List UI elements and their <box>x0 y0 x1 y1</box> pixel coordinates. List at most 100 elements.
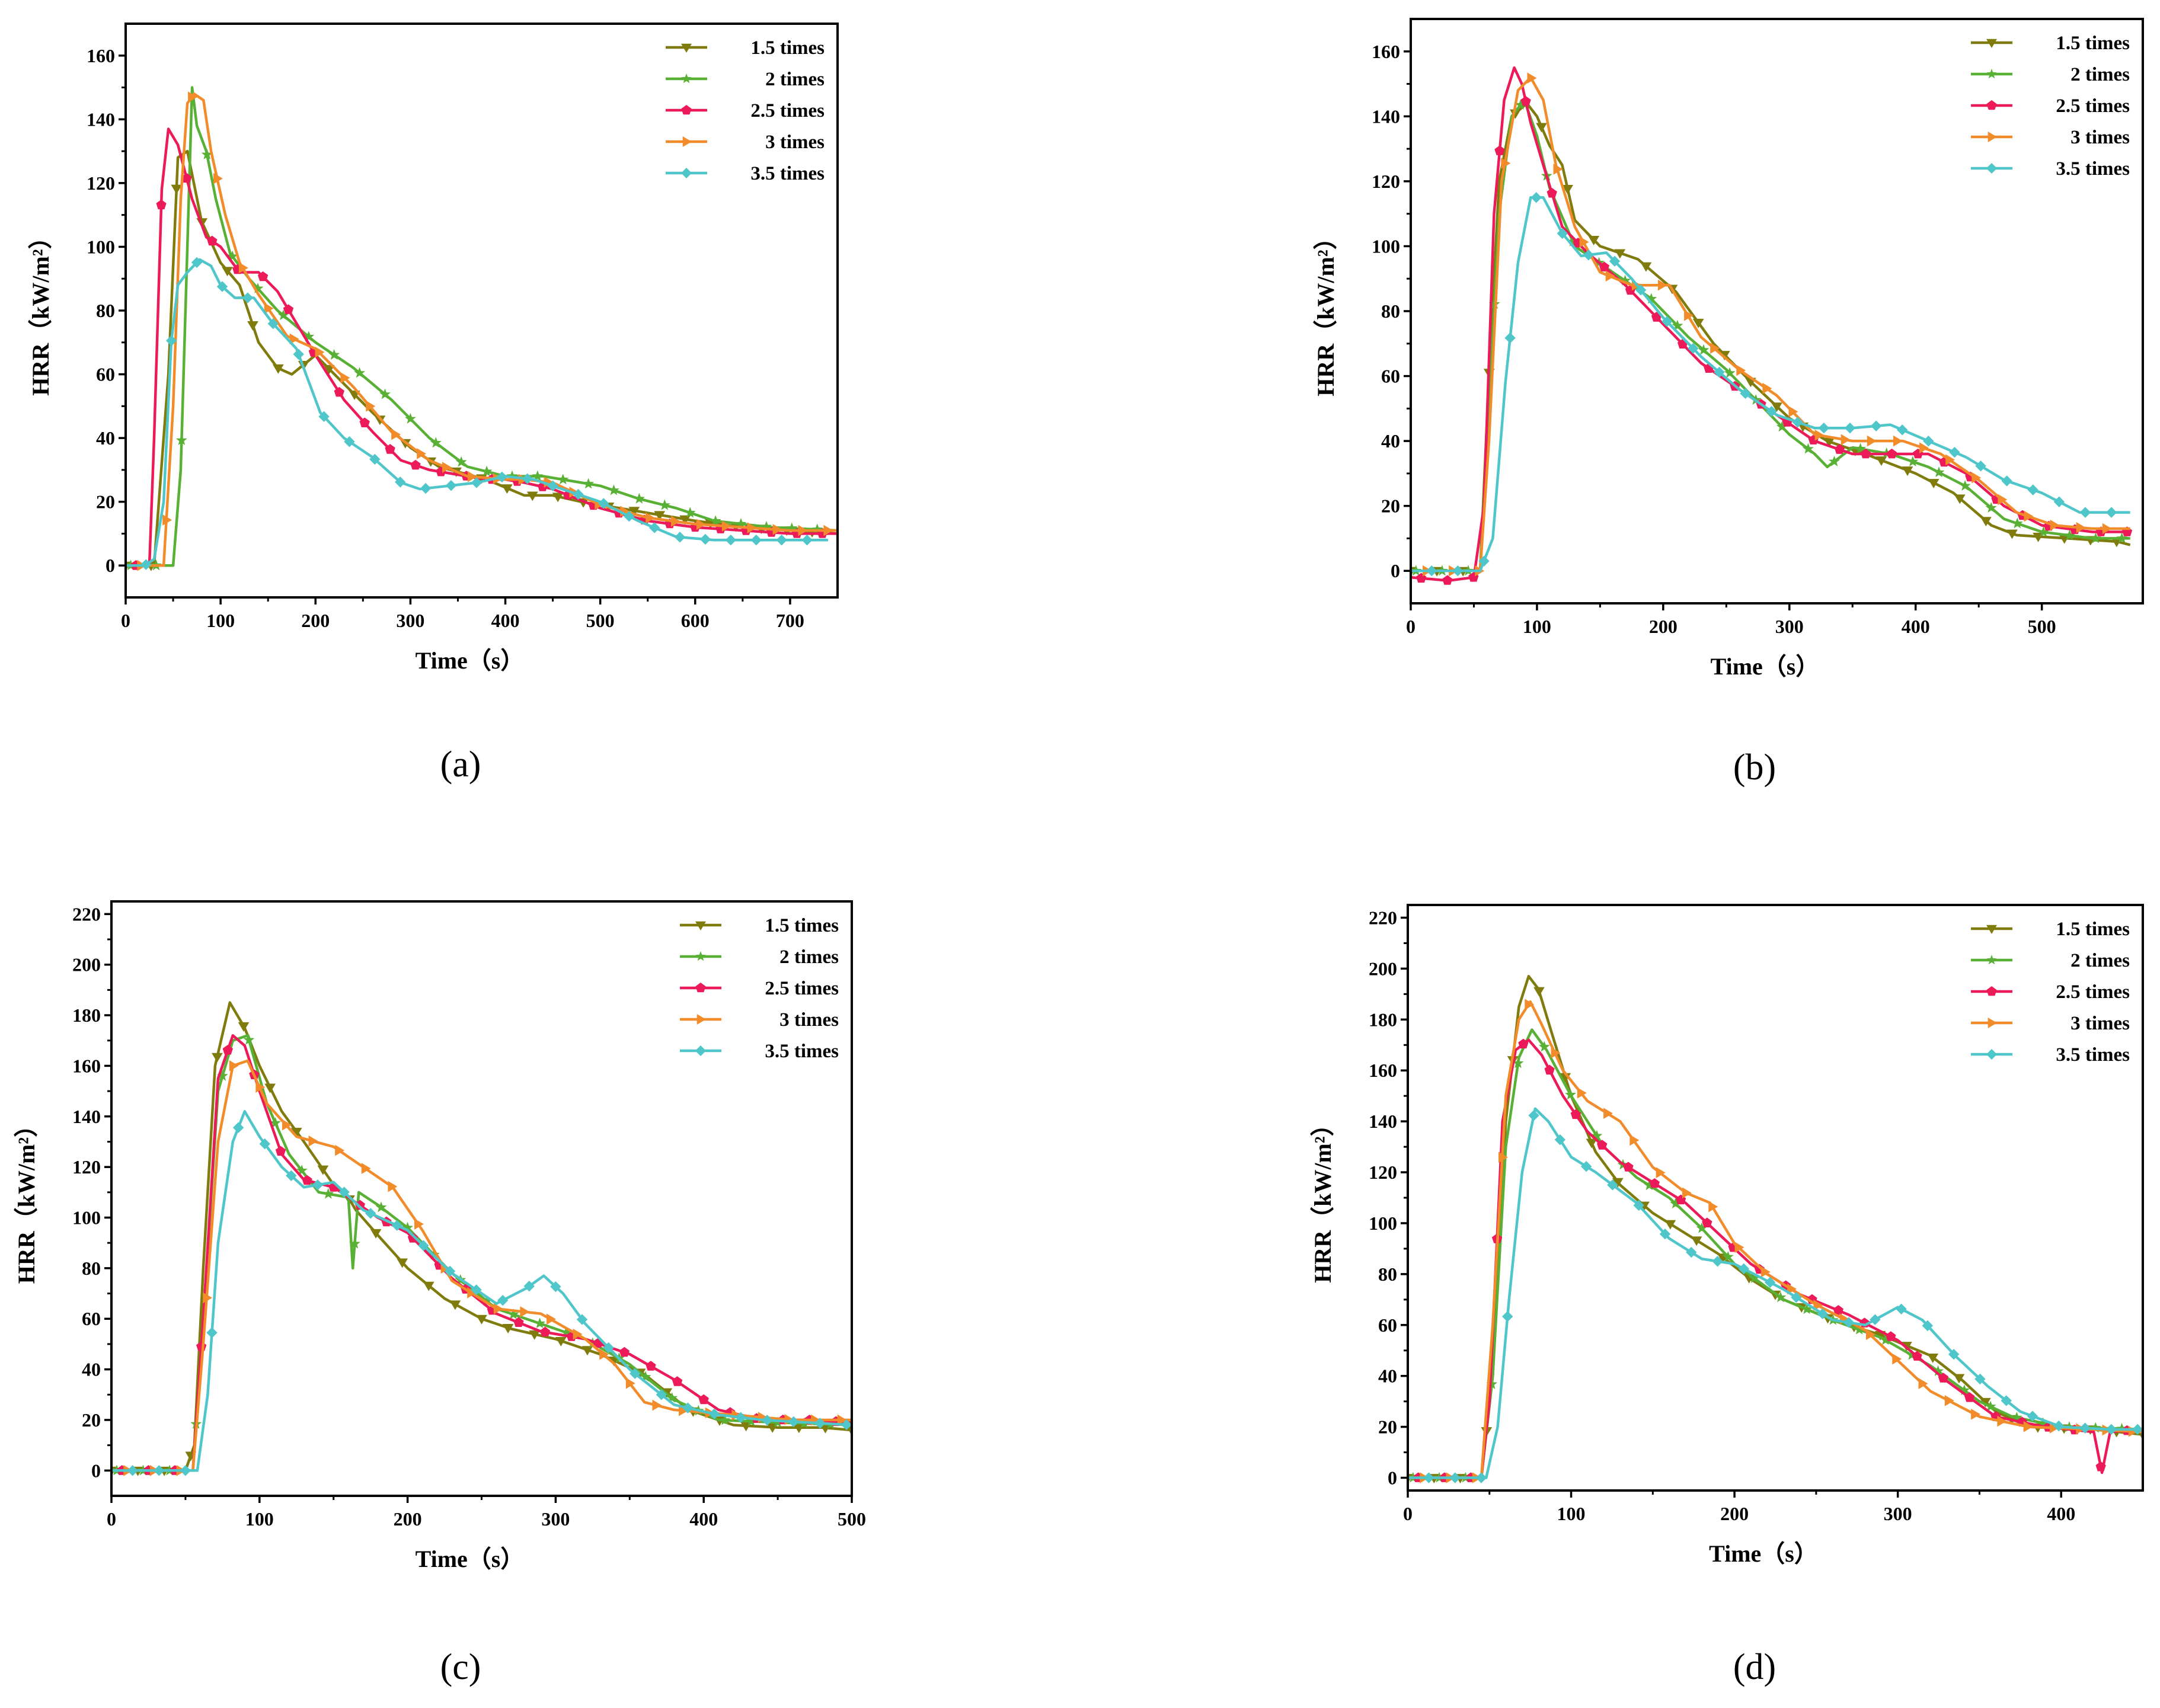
data-point <box>747 522 757 534</box>
data-point <box>1546 187 1557 198</box>
data-point <box>1897 424 1908 436</box>
legend-label-1-5-times: 1.5 times <box>765 915 839 936</box>
y-tick-label: 160 <box>1369 1060 1397 1081</box>
data-point <box>1738 1263 1750 1275</box>
data-point <box>1656 1167 1666 1179</box>
legend-label-1-5-times: 1.5 times <box>750 37 825 59</box>
data-point <box>180 1465 191 1476</box>
data-point <box>501 484 513 494</box>
panel-caption: (d) <box>1733 1647 1776 1687</box>
data-point <box>302 1175 312 1185</box>
data-point <box>1918 1378 1928 1389</box>
legend-marker-3-5-times <box>681 168 692 178</box>
data-point <box>798 524 808 536</box>
x-tick-label: 500 <box>586 610 615 631</box>
data-point <box>156 199 167 210</box>
data-point <box>1538 1041 1550 1052</box>
data-point <box>127 1465 138 1476</box>
data-point <box>1635 284 1647 296</box>
data-point <box>1928 479 1939 489</box>
data-point <box>1736 364 1746 376</box>
data-point <box>388 1181 398 1192</box>
data-point <box>1923 436 1934 447</box>
data-point <box>671 516 680 527</box>
data-point <box>507 1308 519 1319</box>
plot-frame <box>1407 904 2144 1492</box>
data-point <box>1833 1305 1843 1315</box>
data-point <box>1614 249 1626 259</box>
data-point <box>1603 1108 1613 1120</box>
data-point <box>1766 406 1777 417</box>
data-point <box>1974 1373 1986 1385</box>
data-point <box>772 524 782 535</box>
data-point <box>666 1392 678 1403</box>
data-point <box>1586 1138 1597 1149</box>
y-tick-label: 60 <box>1378 1314 1397 1336</box>
data-point <box>188 91 198 103</box>
data-point <box>1629 1134 1640 1146</box>
series-line-3-times <box>126 92 838 567</box>
panel-caption: (b) <box>1733 747 1776 788</box>
data-point <box>359 417 370 427</box>
legend-label-3-times: 3 times <box>2070 127 2130 148</box>
data-point <box>140 559 152 570</box>
data-point <box>213 172 223 184</box>
data-point <box>1944 1394 1954 1406</box>
data-point <box>496 471 508 483</box>
series-3-times <box>126 91 838 571</box>
data-point <box>1919 442 1929 454</box>
data-point <box>1591 1130 1603 1141</box>
y-tick-label: 60 <box>1381 366 1400 387</box>
series-3-5-times <box>111 1110 852 1476</box>
data-point <box>1875 456 1887 466</box>
data-point <box>634 492 645 504</box>
data-point <box>154 1465 165 1476</box>
data-point <box>467 471 477 482</box>
data-point <box>1691 1236 1702 1246</box>
data-point <box>471 1284 482 1296</box>
legend-label-3-times: 3 times <box>2070 1013 2130 1034</box>
y-tick-label: 80 <box>82 1258 101 1279</box>
data-point <box>801 534 813 546</box>
data-point <box>222 1044 233 1055</box>
data-point <box>1760 1266 1771 1278</box>
data-point <box>296 1165 308 1176</box>
data-point <box>216 281 228 292</box>
y-tick-label: 180 <box>72 1005 101 1026</box>
x-tick-label: 200 <box>301 610 330 631</box>
data-point <box>529 1330 541 1340</box>
data-point <box>1605 270 1615 282</box>
data-point <box>2001 475 2012 487</box>
series-line-1-5-times <box>126 149 838 567</box>
data-point <box>445 480 457 491</box>
data-point <box>1764 1277 1776 1288</box>
data-point <box>1657 279 1667 291</box>
legend-marker-1-5-times <box>681 43 692 53</box>
x-tick-label: 0 <box>1406 616 1415 637</box>
y-tick-label: 60 <box>96 364 115 385</box>
data-point <box>2090 532 2102 543</box>
data-point <box>212 1053 223 1063</box>
data-point <box>557 474 569 485</box>
data-point <box>1724 367 1736 378</box>
data-point <box>573 488 584 500</box>
panel-caption: (a) <box>440 744 481 785</box>
series-line-2-5-times <box>1411 66 2130 582</box>
legend-marker-1-5-times <box>1986 925 1997 934</box>
data-point <box>344 436 355 447</box>
data-point <box>1893 435 1903 447</box>
data-point <box>1945 454 1955 466</box>
data-point <box>710 515 721 526</box>
data-point <box>264 1083 276 1093</box>
data-point <box>417 448 427 459</box>
x-tick-label: 600 <box>681 610 710 631</box>
data-point <box>2023 1421 2033 1432</box>
series-2-5-times <box>111 1034 852 1475</box>
data-point <box>1933 466 1945 478</box>
legend: 1.5 times 2 times 2.5 times 3 times 3.5 time… <box>1971 33 2130 180</box>
data-point <box>1896 1303 1907 1314</box>
data-point <box>1494 145 1505 155</box>
data-point <box>603 1342 614 1354</box>
plot-frame <box>110 900 853 1497</box>
